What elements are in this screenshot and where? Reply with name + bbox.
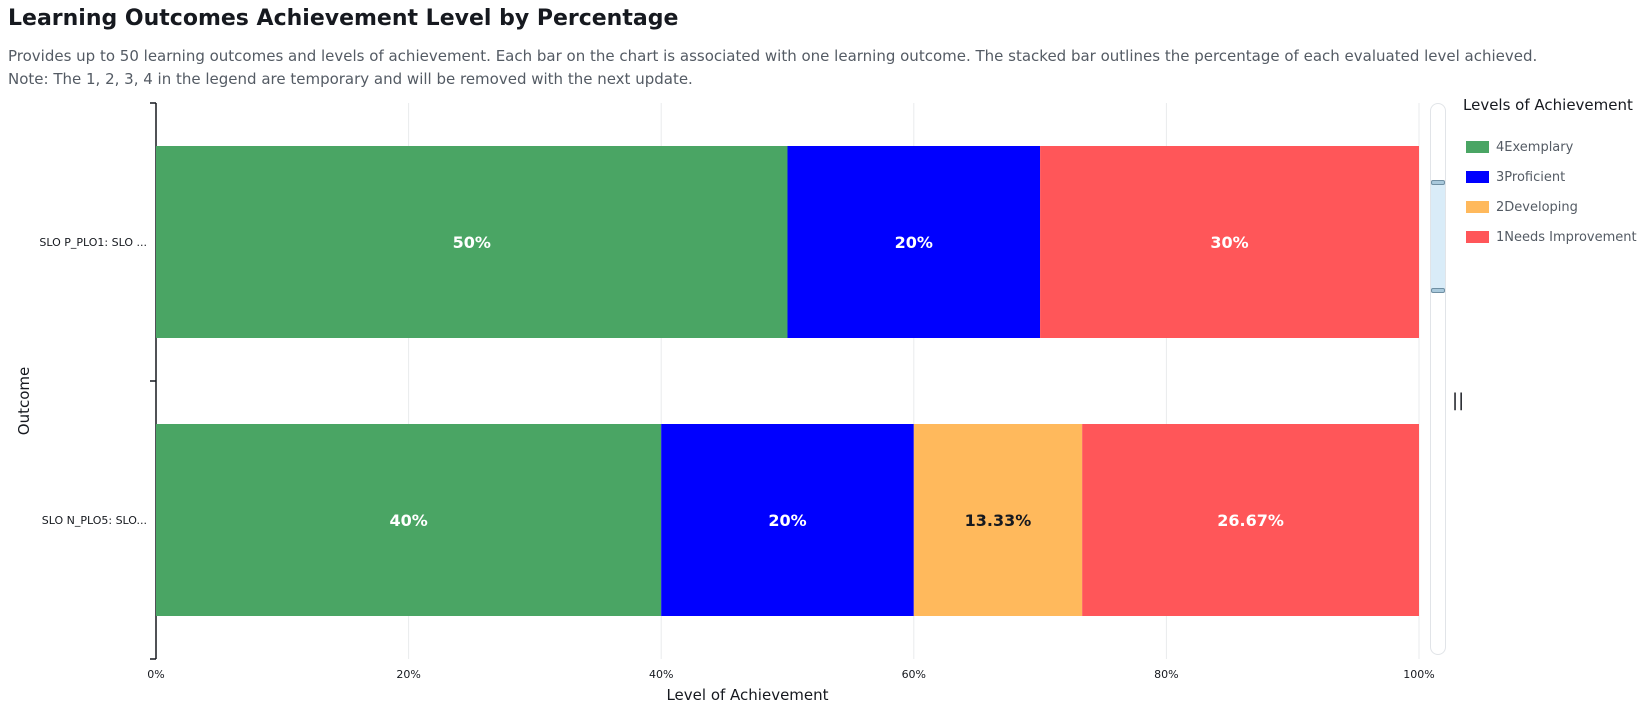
bar-segment (156, 146, 788, 338)
x-tick-label: 40% (649, 668, 673, 681)
data-label: 40% (389, 511, 427, 530)
bar-segment (787, 146, 1041, 338)
data-label: 20% (895, 233, 933, 252)
bar-segment (661, 424, 914, 616)
y-category-label: SLO P_PLO1: SLO ... (39, 236, 147, 249)
legend-title: Levels of Achievement (1463, 96, 1633, 114)
data-label: 13.33% (965, 511, 1032, 530)
description-note: Note: The 1, 2, 3, 4 in the legend are t… (8, 70, 693, 88)
legend-swatch (1466, 201, 1489, 213)
legend-label: 4Exemplary (1496, 139, 1574, 155)
legend-item[interactable]: 2Developing (1466, 192, 1641, 222)
description-line: Provides up to 50 learning outcomes and … (8, 47, 1538, 65)
x-tick-label: 100% (1403, 668, 1434, 681)
data-label: 26.67% (1217, 511, 1284, 530)
data-label: 30% (1210, 233, 1248, 252)
legend-label: 3Proficient (1496, 169, 1566, 185)
legend-item[interactable]: 4Exemplary (1466, 132, 1641, 162)
bar-segment (1040, 146, 1419, 338)
bar-segment (1082, 424, 1419, 616)
x-tick-label: 20% (396, 668, 420, 681)
x-tick-label: 80% (1154, 668, 1178, 681)
data-label: 50% (453, 233, 491, 252)
scrollbar-bottom-handle[interactable] (1431, 288, 1445, 293)
legend-item[interactable]: 1Needs Improvement (1466, 222, 1641, 252)
chart-description: Provides up to 50 learning outcomes and … (8, 45, 1537, 91)
y-axis-title: Outcome (15, 367, 33, 435)
bar-segment (913, 424, 1083, 616)
legend-swatch (1466, 171, 1489, 183)
legend: Levels of Achievement 4Exemplary 3Profici… (1463, 96, 1641, 252)
bar-segment (156, 424, 662, 616)
scrollbar-grip-icon[interactable]: || (1452, 390, 1465, 411)
data-label: 20% (768, 511, 806, 530)
legend-swatch (1466, 141, 1489, 153)
scrollbar-top-handle[interactable] (1431, 180, 1445, 185)
x-tick-label: 60% (902, 668, 926, 681)
legend-label: 1Needs Improvement (1496, 229, 1637, 245)
legend-label: 2Developing (1496, 199, 1578, 215)
x-axis-title: Level of Achievement (666, 686, 828, 704)
legend-swatch (1466, 231, 1489, 243)
legend-item[interactable]: 3Proficient (1466, 162, 1641, 192)
chart-scrollbar-window[interactable] (1431, 182, 1445, 290)
x-tick-label: 0% (147, 668, 164, 681)
page-title: Learning Outcomes Achievement Level by P… (8, 6, 679, 31)
y-category-label: SLO N_PLO5: SLO... (42, 514, 147, 527)
